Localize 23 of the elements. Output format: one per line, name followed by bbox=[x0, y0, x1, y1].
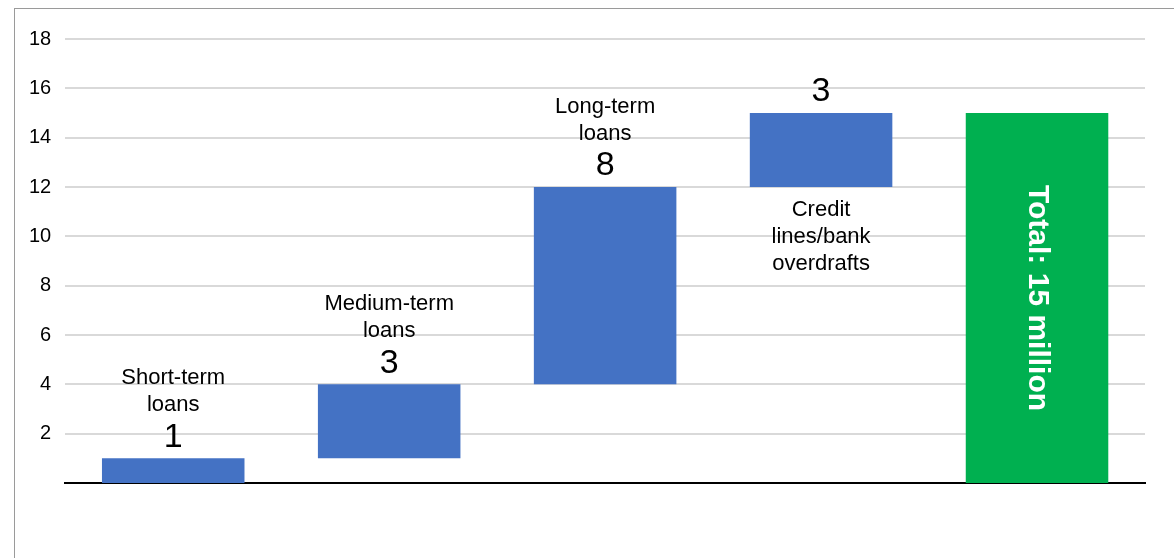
y-tick-label: 14 bbox=[29, 125, 52, 148]
x-tick-label: Short-term loans bbox=[121, 364, 226, 417]
x-tick-label: Medium-term loans bbox=[324, 290, 454, 343]
bar bbox=[317, 384, 461, 459]
data-label: 8 bbox=[595, 144, 615, 183]
y-tick-label: 10 bbox=[29, 223, 52, 246]
y-tick-label: 2 bbox=[40, 421, 52, 444]
y-tick-label: 18 bbox=[29, 26, 52, 49]
y-tick-label: 8 bbox=[40, 273, 52, 296]
bar bbox=[965, 113, 1109, 483]
data-label: Total: 15 million bbox=[1022, 184, 1056, 412]
data-label: 3 bbox=[379, 341, 399, 380]
bar bbox=[533, 187, 677, 385]
data-label: 1 bbox=[163, 415, 183, 454]
y-tick-label: 16 bbox=[29, 75, 52, 98]
bar bbox=[101, 458, 245, 483]
data-label: 3 bbox=[811, 70, 831, 109]
y-tick-label: 12 bbox=[29, 174, 52, 197]
y-tick-label: 4 bbox=[40, 371, 52, 394]
y-tick-label: 6 bbox=[40, 322, 52, 345]
x-tick-label: Credit lines/bank overdrafts bbox=[771, 196, 872, 276]
x-tick-label: Long-term loans bbox=[554, 93, 656, 146]
bar bbox=[749, 113, 893, 187]
